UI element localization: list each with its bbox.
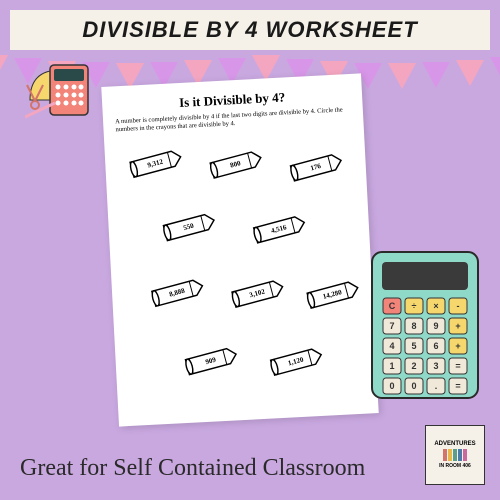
crayons-container: 9,312 800 176 550 4,516 8,888 3,102 14,280 909 1,… bbox=[116, 131, 366, 413]
svg-text:-: - bbox=[457, 301, 460, 311]
crayon-item: 909 bbox=[181, 341, 243, 379]
crayon-item: 800 bbox=[205, 145, 267, 183]
crayon-item: 14,280 bbox=[302, 275, 364, 313]
svg-text:5: 5 bbox=[411, 341, 416, 351]
svg-text:3: 3 bbox=[433, 361, 438, 371]
svg-text:=: = bbox=[455, 381, 460, 391]
svg-text:4: 4 bbox=[389, 341, 394, 351]
bunting-flag bbox=[388, 63, 416, 89]
svg-text:0: 0 bbox=[411, 381, 416, 391]
crayon-item: 176 bbox=[286, 148, 348, 186]
svg-text:9: 9 bbox=[433, 321, 438, 331]
svg-text:2: 2 bbox=[411, 361, 416, 371]
svg-text:8: 8 bbox=[411, 321, 416, 331]
logo-book bbox=[448, 449, 452, 461]
logo-book bbox=[463, 449, 467, 461]
bunting-flag bbox=[422, 62, 450, 88]
logo-text-top: ADVENTURES bbox=[434, 441, 475, 447]
brand-logo: ADVENTURES IN ROOM 406 bbox=[425, 425, 485, 485]
crayon-item: 1,120 bbox=[266, 342, 328, 380]
worksheet-page: Is it Divisible by 4? A number is comple… bbox=[101, 73, 378, 426]
svg-text:+: + bbox=[455, 341, 460, 351]
svg-text:÷: ÷ bbox=[412, 301, 417, 311]
logo-text-bottom: IN ROOM 406 bbox=[439, 463, 471, 469]
bunting-flag bbox=[0, 55, 8, 81]
calculator-small-decoration bbox=[25, 55, 95, 130]
bunting-flag bbox=[490, 57, 500, 83]
svg-text:0: 0 bbox=[389, 381, 394, 391]
svg-text:+: + bbox=[455, 321, 460, 331]
header-bar: DIVISIBLE BY 4 WORKSHEET bbox=[10, 10, 490, 50]
svg-text:6: 6 bbox=[433, 341, 438, 351]
bunting-flag bbox=[456, 60, 484, 86]
logo-book bbox=[453, 449, 457, 461]
crayon-item: 9,312 bbox=[125, 144, 187, 182]
svg-text:×: × bbox=[433, 301, 438, 311]
page-title: DIVISIBLE BY 4 WORKSHEET bbox=[82, 17, 417, 43]
logo-book bbox=[443, 449, 447, 461]
calculator-large-decoration: C ÷ × - 7 8 9 +4 5 6 +1 2 3 = 0 0. = bbox=[370, 250, 480, 405]
logo-books-icon bbox=[443, 449, 467, 461]
svg-text:=: = bbox=[455, 361, 460, 371]
crayon-item: 3,102 bbox=[227, 274, 289, 312]
svg-text:C: C bbox=[389, 301, 396, 311]
svg-text:.: . bbox=[435, 381, 438, 391]
crayon-item: 8,888 bbox=[147, 273, 209, 311]
footer-tagline: Great for Self Contained Classroom bbox=[20, 455, 365, 482]
logo-book bbox=[458, 449, 462, 461]
svg-text:7: 7 bbox=[389, 321, 394, 331]
crayon-item: 550 bbox=[159, 207, 221, 245]
svg-text:1: 1 bbox=[389, 361, 394, 371]
crayon-item: 4,516 bbox=[249, 210, 311, 248]
